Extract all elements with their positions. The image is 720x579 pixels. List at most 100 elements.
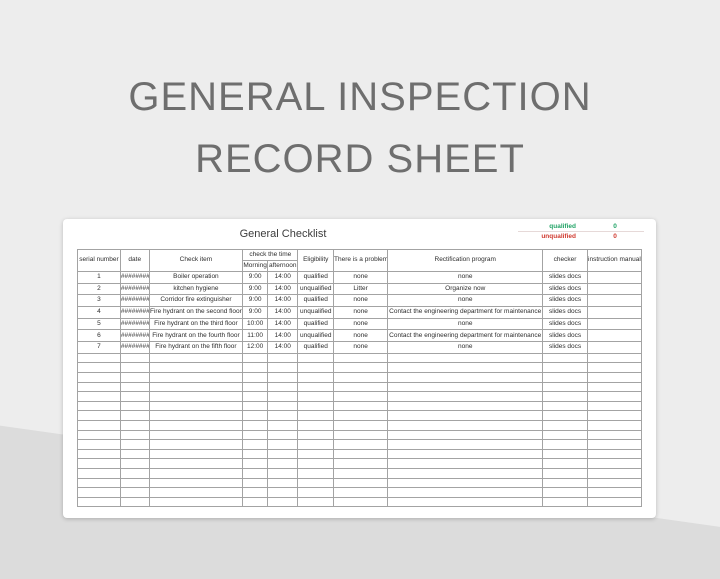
cell-date — [119, 439, 150, 450]
empty-table-row — [77, 477, 643, 489]
cell-eligibility — [297, 419, 335, 431]
cell-instruction-manual — [586, 391, 643, 402]
header-morning: Morning — [242, 260, 269, 272]
cell-serial-number — [77, 467, 121, 479]
cell-date: ######## — [119, 294, 150, 308]
cell-rectification — [387, 400, 544, 412]
sheet-title: General Checklist — [239, 228, 327, 240]
cell-date — [119, 381, 150, 393]
cell-check-item — [148, 391, 244, 402]
cell-checker — [542, 487, 588, 498]
cell-checker — [542, 419, 588, 431]
cell-checker: slides docs — [542, 294, 588, 308]
cell-check-item: Fire hydrant on the fourth floor — [148, 329, 244, 343]
cell-eligibility — [297, 381, 335, 393]
empty-table-row — [77, 352, 643, 364]
cell-instruction-manual — [586, 487, 643, 498]
cell-date — [119, 419, 150, 431]
cell-problem — [333, 372, 389, 383]
cell-date — [119, 496, 150, 508]
empty-table-row — [77, 419, 643, 431]
empty-table-row — [77, 410, 643, 421]
cell-instruction-manual — [586, 282, 643, 296]
cell-rectification: none — [387, 271, 544, 284]
empty-table-row — [77, 372, 643, 383]
table-header: serial number date Check item check the … — [77, 249, 643, 272]
cell-instruction-manual — [586, 271, 643, 284]
cell-eligibility — [297, 439, 335, 450]
cell-check-item — [148, 419, 244, 431]
cell-afternoon: 14:00 — [267, 271, 299, 284]
qualified-value: 0 — [613, 223, 617, 230]
empty-table-row — [77, 429, 643, 441]
cell-checker — [542, 410, 588, 421]
cell-checker: slides docs — [542, 341, 588, 354]
cell-eligibility — [297, 429, 335, 441]
cell-morning — [242, 391, 269, 402]
cell-problem — [333, 487, 389, 498]
cell-problem — [333, 439, 389, 450]
empty-table-row — [77, 467, 643, 479]
cell-serial-number — [77, 448, 121, 460]
cell-eligibility: unqualified — [297, 306, 335, 319]
table-row: 7 ######## Fire hydrant on the fifth floor… — [77, 341, 643, 354]
cell-date — [119, 458, 150, 469]
cell-problem — [333, 419, 389, 431]
cell-serial-number: 7 — [77, 341, 121, 354]
cell-rectification: none — [387, 341, 544, 354]
cell-date — [119, 477, 150, 489]
cell-date: ######## — [119, 317, 150, 331]
cell-problem — [333, 448, 389, 460]
cell-check-item — [148, 467, 244, 479]
cell-eligibility — [297, 487, 335, 498]
cell-date: ######## — [119, 341, 150, 354]
cell-check-item — [148, 352, 244, 364]
cell-problem: none — [333, 317, 389, 331]
cell-serial-number — [77, 352, 121, 364]
cell-check-item: Fire hydrant on the fifth floor — [148, 341, 244, 354]
cell-morning: 12:00 — [242, 341, 269, 354]
empty-table-row — [77, 381, 643, 393]
cell-check-item — [148, 477, 244, 489]
cell-rectification: Contact the engineering department for m… — [387, 306, 544, 319]
cell-eligibility — [297, 448, 335, 460]
cell-check-item — [148, 496, 244, 508]
cell-checker — [542, 362, 588, 373]
checklist-table: serial number date Check item check the … — [77, 249, 643, 508]
cell-check-item: kitchen hygiene — [148, 282, 244, 296]
cell-eligibility — [297, 352, 335, 364]
empty-table-row — [77, 487, 643, 498]
cell-problem — [333, 467, 389, 479]
cell-problem — [333, 362, 389, 373]
cell-instruction-manual — [586, 477, 643, 489]
cell-problem — [333, 381, 389, 393]
cell-instruction-manual — [586, 458, 643, 469]
cell-serial-number: 3 — [77, 294, 121, 308]
cell-afternoon — [267, 352, 299, 364]
cell-check-item: Fire hydrant on the second floor — [148, 306, 244, 319]
cell-morning — [242, 381, 269, 393]
cell-eligibility — [297, 410, 335, 421]
cell-eligibility: qualified — [297, 271, 335, 284]
cell-afternoon: 14:00 — [267, 341, 299, 354]
cell-serial-number — [77, 487, 121, 498]
cell-instruction-manual — [586, 410, 643, 421]
cell-rectification — [387, 362, 544, 373]
cell-serial-number — [77, 372, 121, 383]
page-title: GENERAL INSPECTION RECORD SHEET — [0, 66, 720, 190]
table-row: 5 ######## Fire hydrant on the third floor… — [77, 317, 643, 331]
cell-afternoon — [267, 410, 299, 421]
cell-eligibility — [297, 362, 335, 373]
header-checker: checker — [542, 249, 588, 272]
cell-problem — [333, 410, 389, 421]
cell-eligibility: qualified — [297, 317, 335, 331]
cell-problem: none — [333, 294, 389, 308]
cell-rectification — [387, 496, 544, 508]
cell-date: ######## — [119, 282, 150, 296]
cell-rectification — [387, 458, 544, 469]
cell-date — [119, 429, 150, 441]
unqualified-counter-row: unqualified 0 — [518, 231, 644, 240]
cell-morning: 9:00 — [242, 282, 269, 296]
cell-problem — [333, 429, 389, 441]
cell-date — [119, 400, 150, 412]
